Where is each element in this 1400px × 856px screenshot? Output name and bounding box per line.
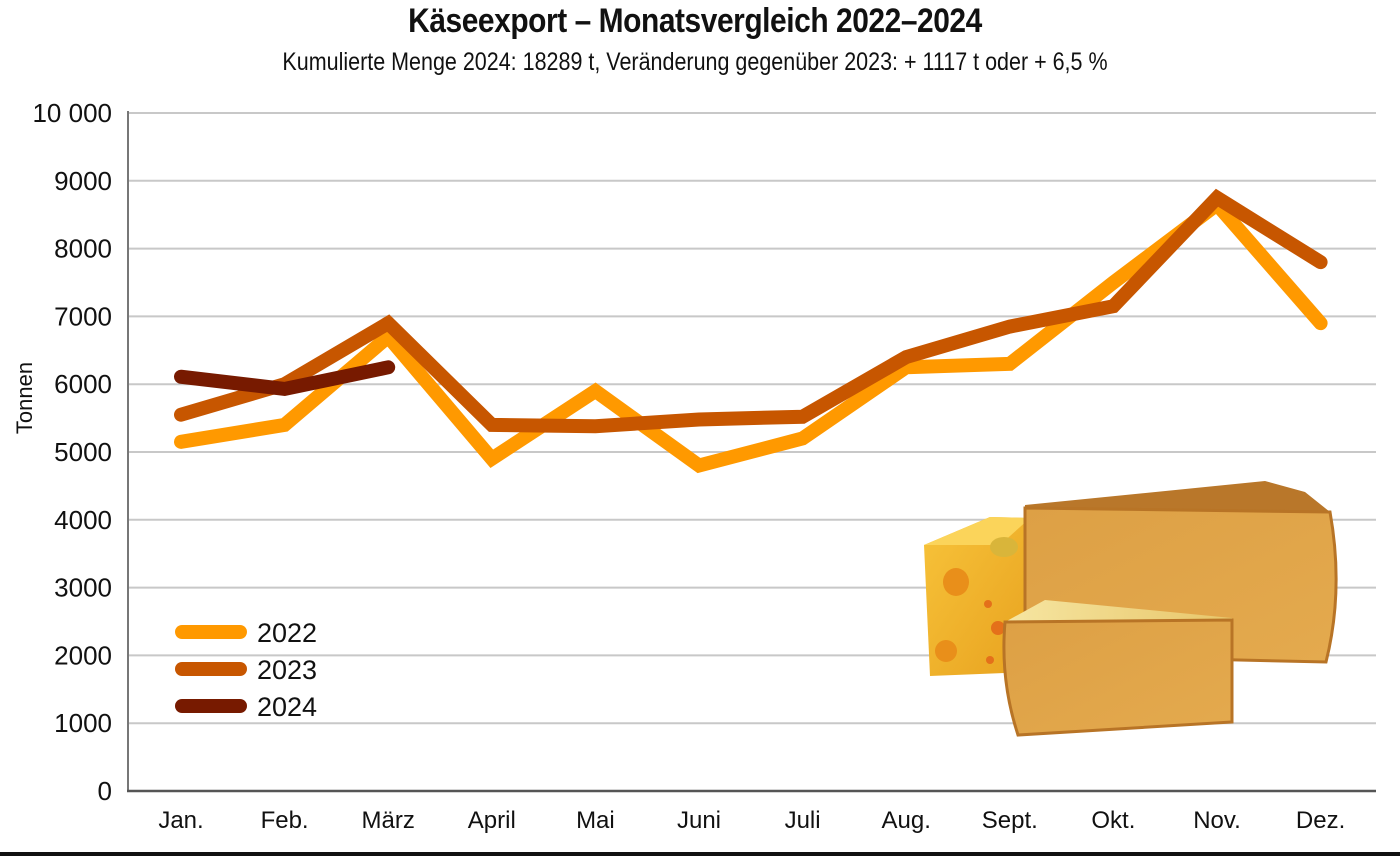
x-tick-label: Jan. — [158, 807, 203, 834]
y-tick-label: 5000 — [54, 437, 112, 467]
cheese-illustration — [924, 481, 1338, 737]
chart-subtitle: Kumulierte Menge 2024: 18289 t, Veränder… — [282, 48, 1108, 76]
y-tick-label: 9000 — [54, 166, 112, 196]
y-tick-label: 0 — [98, 776, 112, 806]
y-tick-label: 8000 — [54, 234, 112, 264]
x-axis-tick-labels: Jan. Feb. März April Mai Juni Juli Aug. Sept. Okt… — [158, 807, 1345, 834]
x-tick-label: Juni — [677, 807, 721, 834]
legend-label-2024: 2024 — [257, 692, 317, 722]
bottom-border — [0, 852, 1400, 856]
x-tick-label: Juli — [785, 807, 821, 834]
chart-title: Käseexport – Monatsvergleich 2022–2024 — [408, 2, 982, 40]
legend-label-2022: 2022 — [257, 618, 317, 648]
y-tick-label: 1000 — [54, 708, 112, 738]
x-tick-label: Dez. — [1296, 807, 1345, 834]
x-tick-label: Feb. — [261, 807, 309, 834]
y-tick-label: 2000 — [54, 640, 112, 670]
y-tick-label: 10 000 — [32, 98, 112, 128]
legend: 2022 2023 2024 — [175, 618, 317, 722]
series-line-2023 — [174, 188, 1328, 434]
x-tick-label: April — [468, 807, 516, 834]
x-tick-label: Mai — [576, 807, 615, 834]
series-line-2024 — [174, 360, 396, 397]
legend-label-2023: 2023 — [257, 655, 317, 685]
y-tick-label: 4000 — [54, 505, 112, 535]
y-axis-label: Tonnen — [12, 362, 37, 434]
x-tick-label: Nov. — [1193, 807, 1241, 834]
y-tick-label: 6000 — [54, 369, 112, 399]
series-line-2022 — [174, 195, 1328, 474]
y-tick-label: 3000 — [54, 573, 112, 603]
x-tick-label: März — [362, 807, 415, 834]
y-axis-tick-labels: 0 1000 2000 3000 4000 5000 6000 7000 8000 9000 10 … — [32, 98, 112, 806]
series-lines — [174, 188, 1328, 474]
x-tick-label: Sept. — [982, 807, 1038, 834]
x-tick-label: Aug. — [882, 807, 931, 834]
y-tick-label: 7000 — [54, 301, 112, 331]
x-tick-label: Okt. — [1091, 807, 1135, 834]
